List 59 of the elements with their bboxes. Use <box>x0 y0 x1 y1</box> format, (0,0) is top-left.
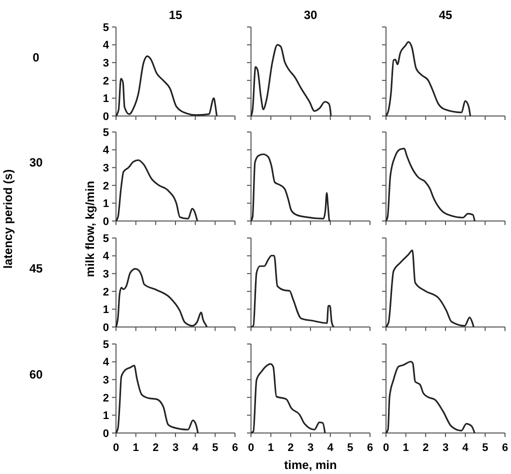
x-tick-label: 5 <box>347 442 354 454</box>
y-tick-label: 1 <box>102 304 109 316</box>
y-tick-label: 2 <box>102 392 109 404</box>
y-axis-title: milk flow, kg/min <box>83 180 97 278</box>
x-tick-label: 4 <box>462 442 470 454</box>
text: 0 <box>32 50 40 64</box>
x-tick-label: 0 <box>248 442 254 454</box>
x-tick-label: 1 <box>268 442 274 454</box>
y-tick-label: 0 <box>102 216 109 228</box>
y-tick-label: 2 <box>102 180 109 192</box>
y-tick-label: 4 <box>102 356 110 369</box>
x-tick-label: 6 <box>232 442 238 454</box>
line-series <box>115 159 198 222</box>
x-tick-label: 2 <box>152 442 159 454</box>
chart-title: 30 <box>304 8 318 22</box>
x-tick-label: 5 <box>212 442 218 454</box>
y-tick-label: 5 <box>102 338 109 351</box>
chart-title: 45 <box>438 8 452 22</box>
line-series <box>115 268 208 328</box>
y-tick-label: 1 <box>102 93 109 106</box>
y-tick-label: 1 <box>102 410 109 422</box>
y-tick-label: 2 <box>102 286 109 298</box>
x-tick-label: 4 <box>192 442 200 454</box>
x-tick-label: 2 <box>422 442 429 454</box>
y-tick-label: 5 <box>102 232 109 245</box>
y-tick-label: 4 <box>102 250 110 263</box>
y-tick-label: 5 <box>102 22 109 34</box>
x-tick-label: 3 <box>172 442 179 454</box>
chart-title: 15 <box>168 8 182 22</box>
text: 45 <box>29 262 43 276</box>
y-tick-label: 0 <box>102 428 109 440</box>
x-tick-label: 1 <box>402 442 409 454</box>
y-tick-label: 5 <box>102 126 109 139</box>
x-tick-label: 1 <box>132 442 139 454</box>
x-tick-label: 6 <box>366 442 374 454</box>
y-tick-label: 3 <box>102 162 109 174</box>
y-tick-label: 3 <box>102 268 109 280</box>
x-tick-label: 3 <box>307 442 314 454</box>
y-tick-label: 0 <box>102 322 109 334</box>
y-tick-label: 4 <box>102 40 110 52</box>
x-tick-label: 0 <box>112 442 120 454</box>
x-tick-label: 2 <box>288 442 294 454</box>
y-tick-label: 4 <box>102 144 110 157</box>
line-series <box>115 55 218 117</box>
x-tick-label: 5 <box>482 442 488 454</box>
x-axis-title: time, min <box>284 458 337 472</box>
y-tick-label: 3 <box>102 57 109 70</box>
text: 30 <box>29 156 43 170</box>
line-series <box>115 364 199 434</box>
x-tick-label: 6 <box>502 442 508 454</box>
x-tick-label: 3 <box>442 442 449 454</box>
x-tick-label: 0 <box>382 442 390 454</box>
y-tick-label: 3 <box>102 374 109 386</box>
y-tick-label: 2 <box>102 75 109 88</box>
x-tick-label: 4 <box>327 442 334 454</box>
y-tick-label: 1 <box>102 198 109 210</box>
text: 60 <box>29 368 43 382</box>
text: latency period (s) <box>1 169 15 269</box>
y-tick-label: 0 <box>102 110 109 123</box>
